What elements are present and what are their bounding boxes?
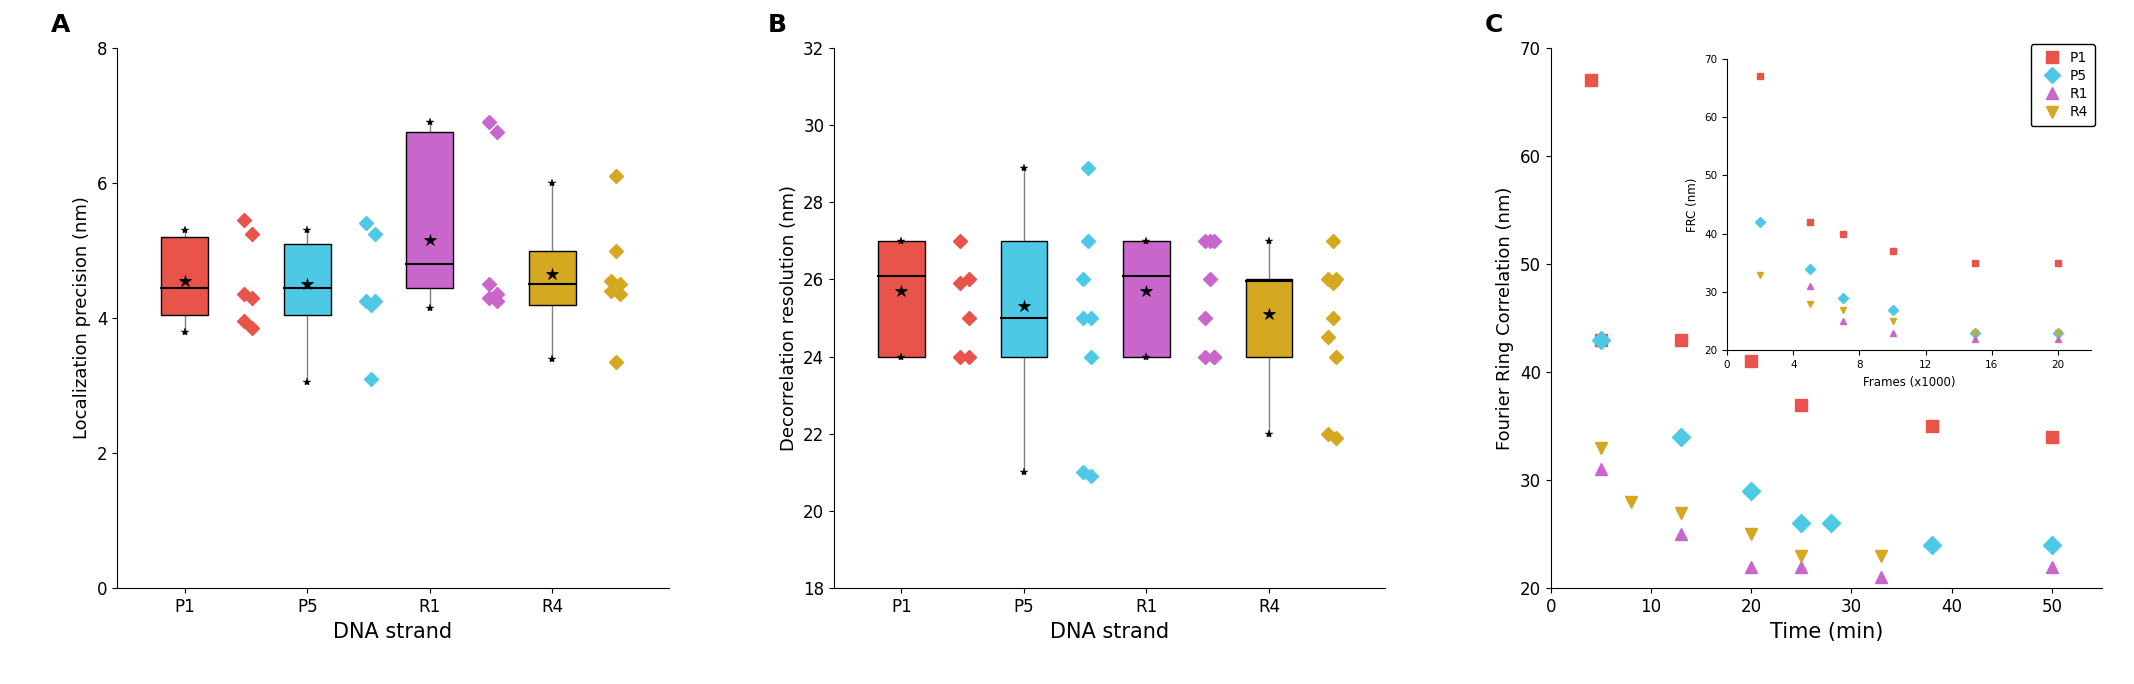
Text: A: A: [51, 13, 70, 37]
Y-axis label: Fourier Ring Correlation (nm): Fourier Ring Correlation (nm): [1496, 186, 1515, 450]
X-axis label: Time (min): Time (min): [1769, 622, 1882, 642]
X-axis label: DNA strand: DNA strand: [333, 622, 452, 642]
Bar: [1246, 280, 1293, 356]
Bar: [284, 244, 331, 315]
Bar: [529, 250, 576, 304]
Bar: [162, 237, 207, 315]
Y-axis label: Localization precision (nm): Localization precision (nm): [73, 196, 92, 440]
Text: C: C: [1485, 13, 1502, 37]
Bar: [405, 132, 452, 288]
Y-axis label: Decorrelation resolution (nm): Decorrelation resolution (nm): [779, 185, 798, 451]
Text: B: B: [768, 13, 787, 37]
Legend: P1, P5, R1, R4: P1, P5, R1, R4: [2032, 44, 2096, 127]
Bar: [1122, 241, 1169, 356]
Bar: [879, 241, 924, 356]
Bar: [1001, 241, 1048, 356]
X-axis label: DNA strand: DNA strand: [1050, 622, 1169, 642]
